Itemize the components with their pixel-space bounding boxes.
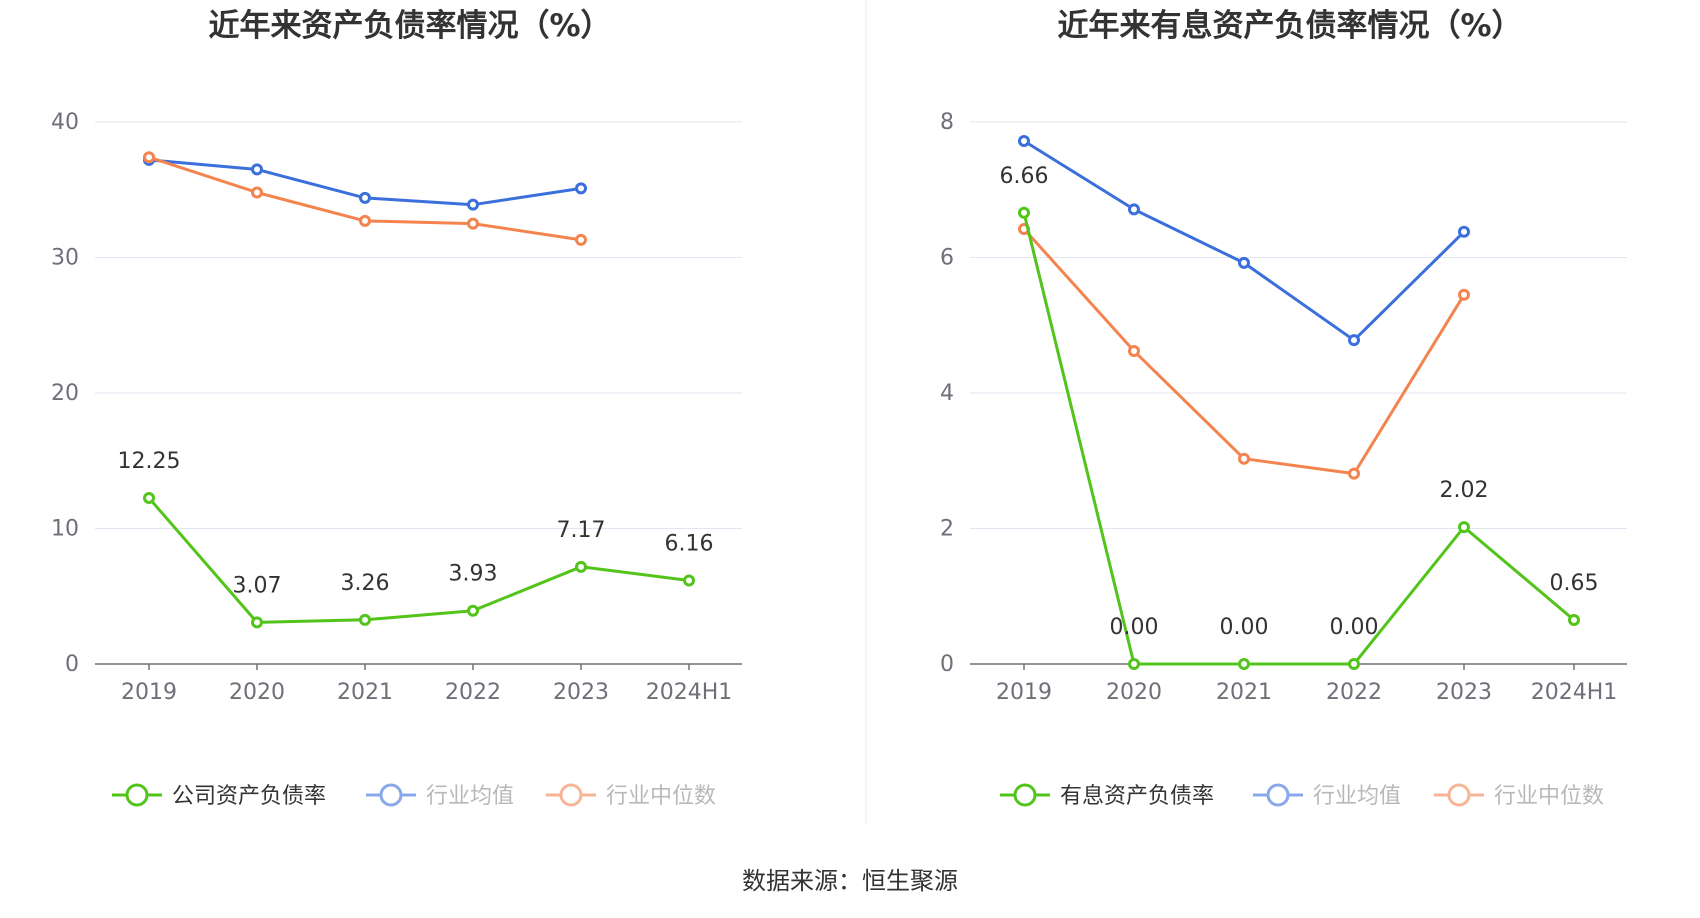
chart-title: 近年来资产负债率情况（%）: [208, 8, 611, 44]
y-tick-label: 20: [51, 381, 79, 406]
data-point: [1128, 344, 1140, 357]
data-point: [359, 214, 371, 227]
x-tick-label: 2022: [1326, 680, 1382, 705]
y-tick-label: 8: [940, 110, 954, 135]
data-point: [467, 604, 479, 617]
data-point: [1018, 206, 1030, 219]
legend-marker: [1013, 783, 1037, 807]
y-tick-label: 2: [940, 517, 954, 542]
legend-label: 公司资产负债率: [172, 784, 326, 809]
data-label: 6.66: [1000, 164, 1049, 189]
x-tick-label: 2019: [121, 680, 177, 705]
legend-marker: [1447, 783, 1471, 807]
data-point: [1238, 658, 1250, 670]
data-label: 3.93: [449, 562, 498, 587]
series-line: [1022, 212, 1575, 666]
y-tick-label: 0: [940, 652, 954, 677]
x-tick-label: 2024H1: [646, 680, 733, 705]
x-tick-label: 2021: [1216, 680, 1272, 705]
data-label: 0.65: [1550, 571, 1599, 596]
x-tick-label: 2022: [445, 680, 501, 705]
data-point: [1568, 613, 1580, 626]
data-point: [251, 186, 263, 199]
data-point: [1128, 658, 1140, 670]
x-tick-label: 2020: [229, 680, 285, 705]
data-label: 0.00: [1220, 615, 1269, 640]
y-tick-label: 0: [65, 652, 79, 677]
data-label: 7.17: [557, 518, 606, 543]
x-tick-label: 2023: [1436, 680, 1492, 705]
legend-item[interactable]: 行业中位数: [546, 783, 716, 809]
legend-item[interactable]: 行业均值: [366, 783, 514, 809]
data-point: [575, 182, 587, 195]
data-point: [467, 198, 479, 211]
data-point: [575, 233, 587, 246]
data-label: 0.00: [1330, 615, 1379, 640]
debt-ratio-chart: 近年来资产负债率情况（%） 0 10 20 30 40 2019 2020 2021 2022 20…: [51, 8, 742, 809]
y-tick-label: 10: [51, 517, 79, 542]
y-tick-label: 6: [940, 246, 954, 271]
legend-item[interactable]: 有息资产负债率: [1000, 783, 1214, 809]
legend-label: 行业均值: [426, 784, 514, 809]
legend-label: 行业中位数: [606, 784, 716, 809]
legend-marker: [125, 783, 149, 807]
data-point: [1458, 225, 1470, 238]
data-label: 12.25: [118, 449, 181, 474]
interest-debt-ratio-chart: 近年来有息资产负债率情况（%） 0 2 4 6 8 2019 2020 2021 2022 2023…: [940, 8, 1627, 809]
x-tick-label: 2024H1: [1531, 680, 1618, 705]
data-point: [1018, 134, 1030, 147]
x-tick-label: 2020: [1106, 680, 1162, 705]
series-line: [147, 497, 690, 624]
data-point: [1458, 521, 1470, 534]
legend-marker: [379, 783, 403, 807]
data-point: [1348, 334, 1360, 347]
series-line: [1023, 139, 1466, 342]
y-tick-label: 30: [51, 246, 79, 271]
data-point: [1348, 658, 1360, 670]
legend-item[interactable]: 公司资产负债率: [112, 783, 326, 809]
legend-label: 有息资产负债率: [1060, 784, 1214, 809]
data-label: 3.26: [341, 571, 390, 596]
data-point: [575, 560, 587, 573]
legend-item[interactable]: 行业均值: [1253, 783, 1401, 809]
data-point: [1238, 452, 1250, 465]
data-source-text: 数据来源：恒生聚源: [742, 867, 958, 895]
x-tick-label: 2023: [553, 680, 609, 705]
data-point: [1348, 467, 1360, 480]
data-point: [359, 613, 371, 626]
legend-label: 行业均值: [1313, 784, 1401, 809]
data-point: [1458, 288, 1470, 301]
y-tick-label: 40: [51, 110, 79, 135]
data-point: [1128, 203, 1140, 216]
data-point: [1238, 256, 1250, 269]
x-tick-label: 2021: [337, 680, 393, 705]
data-point: [683, 574, 695, 587]
legend-item[interactable]: 行业中位数: [1434, 783, 1604, 809]
data-point: [467, 217, 479, 230]
data-label: 3.07: [233, 573, 282, 598]
chart-title: 近年来有息资产负债率情况（%）: [1057, 8, 1522, 44]
data-point: [359, 191, 371, 204]
data-label: 0.00: [1110, 615, 1159, 640]
x-tick-label: 2019: [996, 680, 1052, 705]
legend-marker: [1266, 783, 1290, 807]
legend-marker: [559, 783, 583, 807]
data-label: 6.16: [665, 532, 714, 557]
data-point: [251, 616, 263, 629]
data-point: [143, 151, 155, 164]
legend-label: 行业中位数: [1494, 784, 1604, 809]
y-tick-label: 4: [940, 381, 954, 406]
data-label: 2.02: [1440, 478, 1489, 503]
data-point: [251, 163, 263, 176]
data-point: [143, 492, 155, 505]
